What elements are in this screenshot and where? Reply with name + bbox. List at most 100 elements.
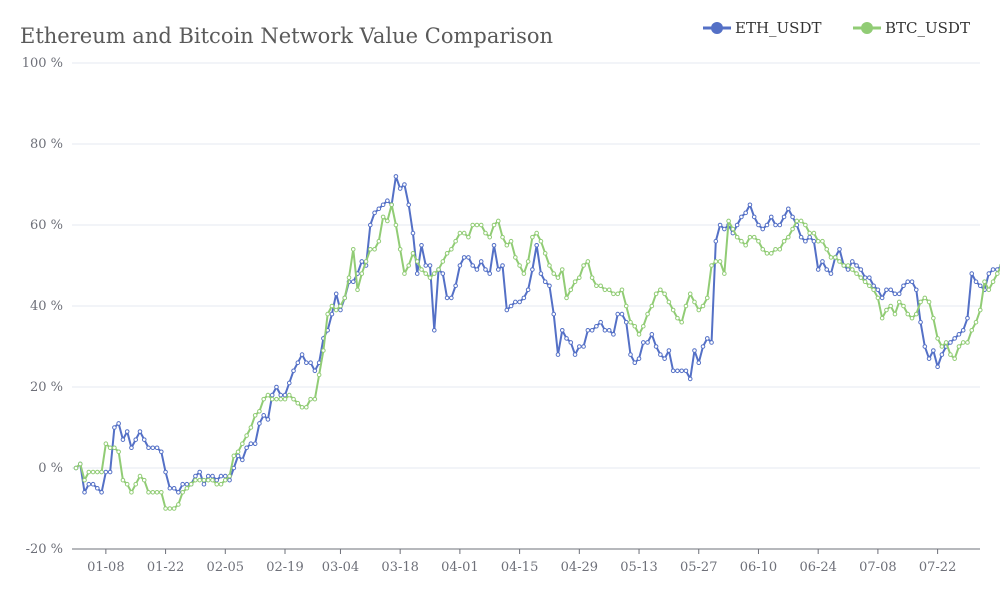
data-point[interactable] [786,206,791,212]
data-point[interactable] [521,271,527,276]
data-point[interactable] [892,291,898,297]
data-point[interactable] [508,238,514,244]
data-point[interactable] [248,441,254,447]
data-point[interactable] [201,481,207,487]
data-point[interactable] [470,222,475,228]
data-point[interactable] [965,340,970,345]
data-point[interactable] [376,238,382,244]
data-point[interactable] [406,202,412,208]
data-point[interactable] [589,275,595,280]
data-point[interactable] [90,481,96,487]
data-point[interactable] [764,222,770,228]
data-point[interactable] [461,230,467,236]
data-point[interactable] [790,226,795,232]
data-point[interactable] [129,490,134,495]
data-point[interactable] [95,469,100,475]
data-point[interactable] [717,259,723,264]
data-point[interactable] [589,328,595,333]
data-point[interactable] [491,242,497,248]
data-point[interactable] [103,441,109,447]
data-point[interactable] [116,449,121,455]
data-point[interactable] [525,287,531,293]
data-point[interactable] [990,279,996,285]
data-point[interactable] [325,311,330,317]
data-point[interactable] [107,469,113,475]
data-point[interactable] [662,291,667,297]
data-point[interactable] [295,360,301,366]
data-point[interactable] [240,457,245,463]
data-point[interactable] [824,247,830,252]
data-point[interactable] [653,291,659,297]
data-point[interactable] [623,319,629,325]
data-point[interactable] [513,255,518,260]
data-point[interactable] [453,283,458,289]
data-point[interactable] [333,307,339,313]
data-point[interactable] [286,380,292,386]
data-point[interactable] [180,490,185,495]
data-point[interactable] [444,295,450,301]
data-point[interactable] [167,485,173,491]
data-point[interactable] [444,251,450,256]
data-point[interactable] [120,437,126,442]
data-point[interactable] [184,485,190,491]
data-point[interactable] [683,368,689,374]
data-point[interactable] [692,299,697,305]
data-point[interactable] [956,332,962,337]
data-point[interactable] [747,202,753,208]
data-point[interactable] [449,295,454,301]
data-point[interactable] [137,473,143,479]
data-point[interactable] [969,271,975,276]
data-point[interactable] [939,352,945,357]
data-point[interactable] [581,263,586,268]
data-point[interactable] [807,234,812,240]
data-point[interactable] [977,307,983,313]
data-point[interactable] [517,263,522,268]
data-point[interactable] [146,490,151,495]
data-point[interactable] [935,364,940,370]
data-point[interactable] [210,473,215,479]
data-point[interactable] [756,238,761,244]
data-point[interactable] [205,477,211,483]
data-point[interactable] [828,271,834,276]
data-point[interactable] [551,311,557,317]
data-point[interactable] [692,348,697,353]
data-point[interactable] [338,303,343,309]
data-point[interactable] [913,287,919,293]
data-point[interactable] [73,465,79,471]
data-point[interactable] [815,238,821,244]
data-point[interactable] [159,449,164,455]
data-point[interactable] [274,384,279,390]
data-point[interactable] [171,506,177,511]
data-point[interactable] [214,481,220,487]
data-point[interactable] [107,445,113,451]
data-point[interactable] [700,303,706,309]
data-point[interactable] [811,230,817,236]
data-point[interactable] [376,206,382,212]
data-point[interactable] [231,465,237,471]
data-point[interactable] [913,311,919,317]
data-point[interactable] [257,421,262,426]
data-point[interactable] [227,477,232,483]
data-point[interactable] [86,469,92,475]
data-point[interactable] [815,267,821,272]
data-point[interactable] [495,218,501,224]
data-point[interactable] [884,287,889,293]
legend[interactable]: ETH_USDT BTC_USDT [703,19,970,37]
data-point[interactable] [956,344,962,349]
data-point[interactable] [171,485,177,491]
data-point[interactable] [709,340,714,345]
data-point[interactable] [538,238,544,244]
data-point[interactable] [521,295,527,301]
data-point[interactable] [598,319,603,325]
data-point[interactable] [534,230,539,236]
data-point[interactable] [628,352,633,357]
data-point[interactable] [402,182,407,187]
data-point[interactable] [564,336,569,341]
data-point[interactable] [973,319,979,325]
data-point[interactable] [602,287,608,293]
data-point[interactable] [133,437,139,442]
data-point[interactable] [879,295,885,301]
data-point[interactable] [632,360,638,366]
data-point[interactable] [150,445,156,451]
data-point[interactable] [679,368,684,374]
